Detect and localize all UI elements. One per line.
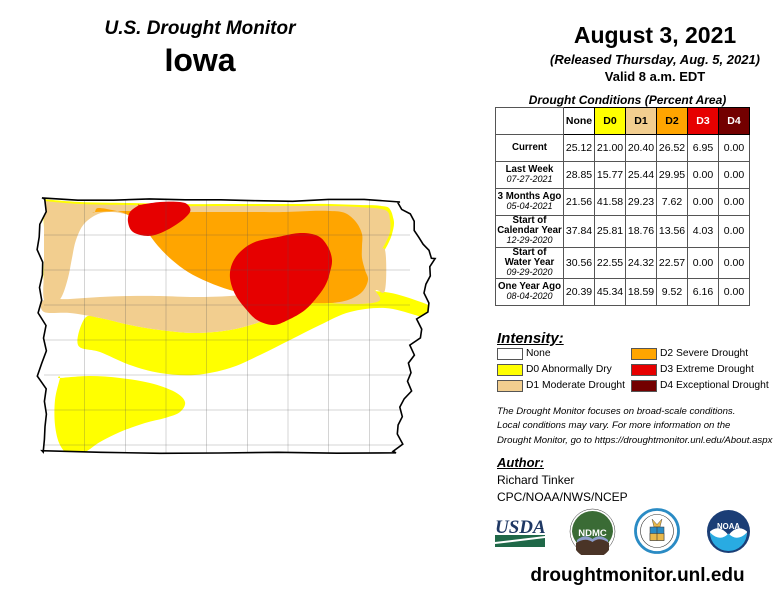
svg-text:NOAA: NOAA	[717, 522, 740, 531]
svg-text:NDMC: NDMC	[578, 528, 607, 539]
svg-text:USDA: USDA	[495, 517, 545, 538]
